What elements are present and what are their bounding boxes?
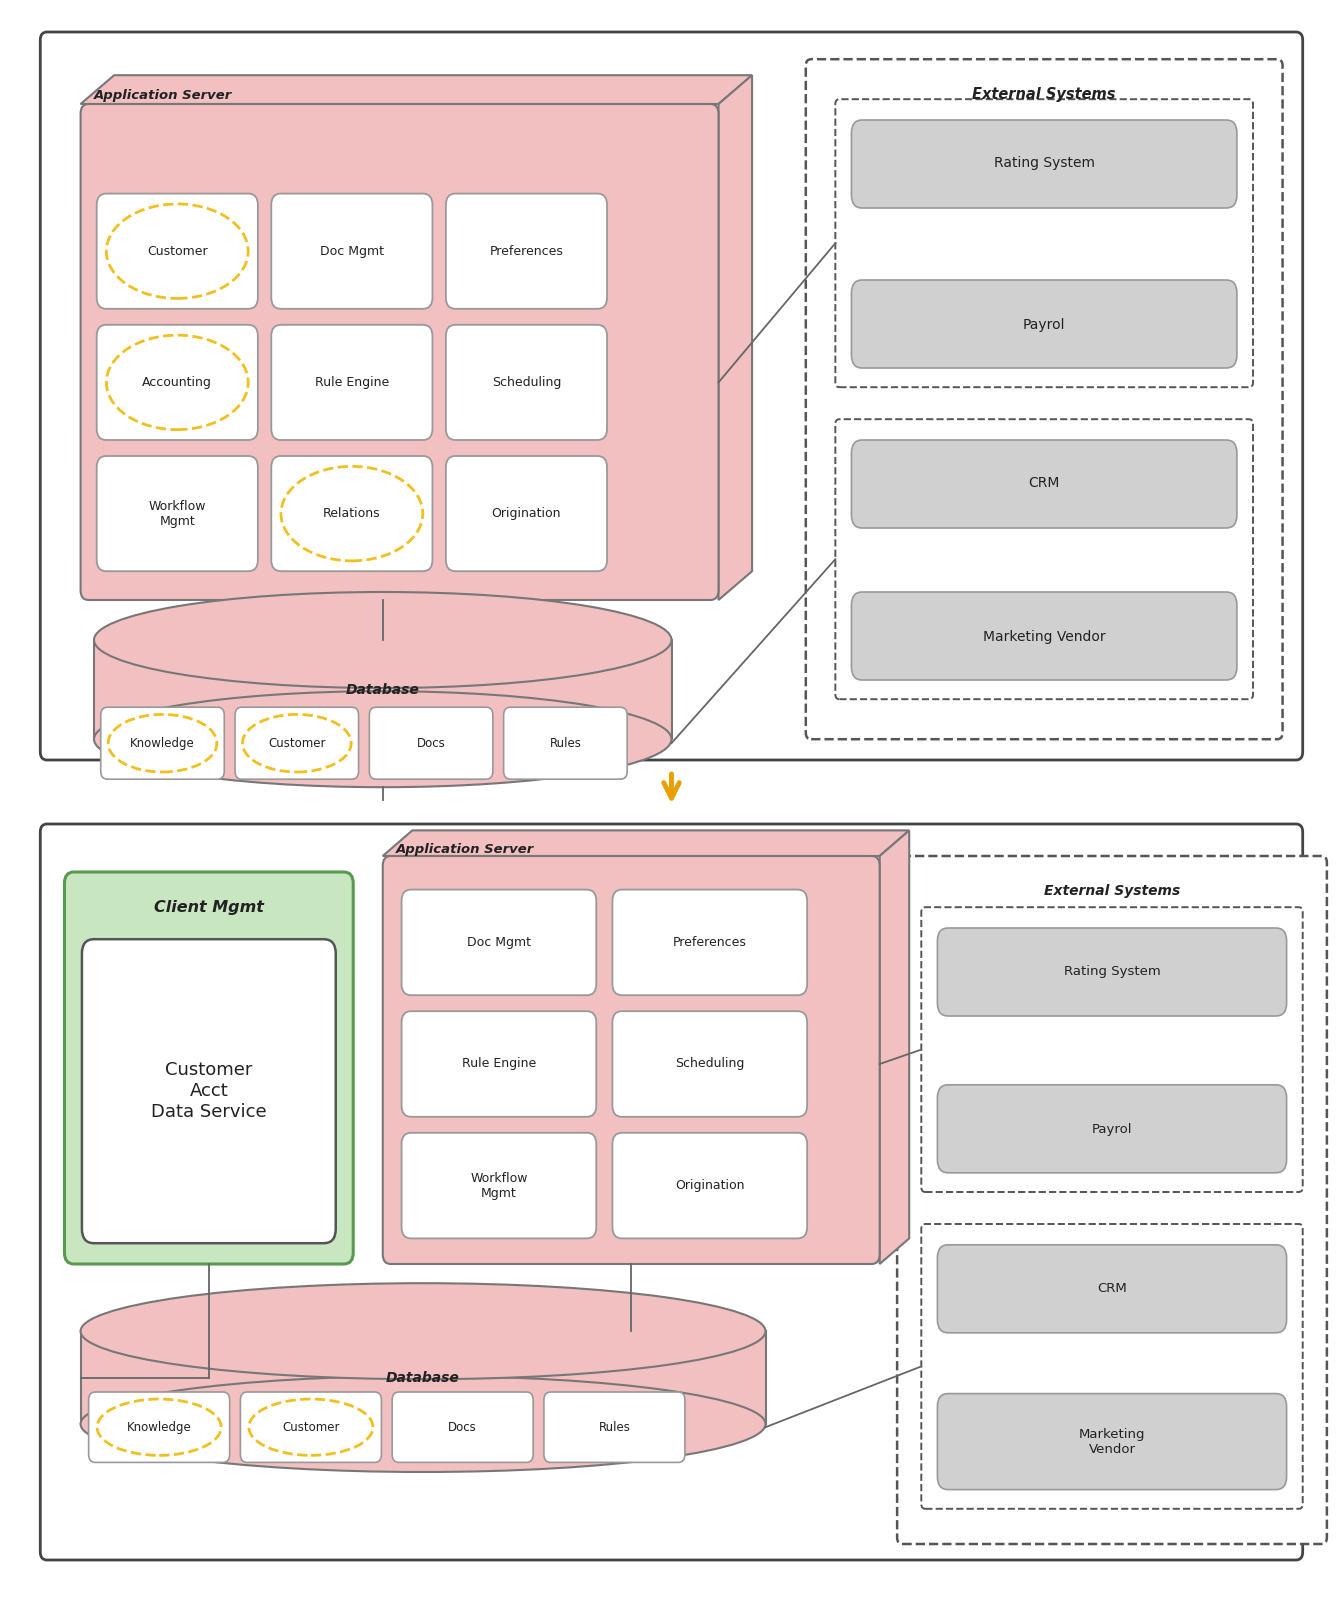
Text: Marketing
Vendor: Marketing Vendor bbox=[1078, 1427, 1146, 1456]
Text: Database: Database bbox=[387, 1371, 459, 1384]
Ellipse shape bbox=[81, 1283, 766, 1379]
Ellipse shape bbox=[94, 592, 672, 688]
FancyBboxPatch shape bbox=[271, 325, 432, 440]
Text: Relations: Relations bbox=[324, 507, 380, 520]
FancyBboxPatch shape bbox=[97, 456, 258, 571]
FancyBboxPatch shape bbox=[446, 456, 607, 571]
FancyBboxPatch shape bbox=[921, 907, 1303, 1192]
Text: Origination: Origination bbox=[676, 1179, 744, 1192]
FancyBboxPatch shape bbox=[504, 707, 627, 779]
FancyBboxPatch shape bbox=[937, 1085, 1287, 1173]
Text: Customer: Customer bbox=[282, 1421, 340, 1434]
FancyBboxPatch shape bbox=[851, 440, 1237, 528]
Text: Application Server: Application Server bbox=[94, 90, 232, 102]
FancyBboxPatch shape bbox=[101, 707, 224, 779]
Text: Marketing Vendor: Marketing Vendor bbox=[983, 630, 1105, 643]
Text: Rating System: Rating System bbox=[994, 157, 1095, 170]
Text: CRM: CRM bbox=[1097, 1282, 1127, 1294]
FancyBboxPatch shape bbox=[392, 1392, 533, 1462]
Text: Customer
Acct
Data Service: Customer Acct Data Service bbox=[150, 1061, 267, 1122]
Text: Rule Engine: Rule Engine bbox=[314, 376, 389, 389]
Text: Knowledge: Knowledge bbox=[126, 1421, 192, 1434]
Text: Application Server: Application Server bbox=[396, 843, 535, 856]
Polygon shape bbox=[719, 75, 752, 600]
Text: Docs: Docs bbox=[449, 1421, 477, 1434]
Polygon shape bbox=[383, 830, 909, 856]
Text: Rule Engine: Rule Engine bbox=[462, 1058, 536, 1070]
FancyBboxPatch shape bbox=[235, 707, 359, 779]
FancyBboxPatch shape bbox=[402, 1133, 596, 1238]
Text: Rating System: Rating System bbox=[1064, 965, 1160, 978]
Text: Docs: Docs bbox=[416, 736, 446, 750]
FancyBboxPatch shape bbox=[97, 325, 258, 440]
Ellipse shape bbox=[81, 1376, 766, 1472]
FancyBboxPatch shape bbox=[446, 325, 607, 440]
Text: Client Mgmt: Client Mgmt bbox=[154, 899, 263, 915]
Text: Workflow
Mgmt: Workflow Mgmt bbox=[149, 499, 205, 528]
FancyBboxPatch shape bbox=[40, 32, 1303, 760]
Text: Customer: Customer bbox=[146, 245, 208, 258]
Text: Database: Database bbox=[346, 683, 419, 696]
FancyBboxPatch shape bbox=[937, 1245, 1287, 1333]
FancyBboxPatch shape bbox=[402, 1011, 596, 1117]
Text: Payrol: Payrol bbox=[1023, 318, 1065, 331]
Text: Origination: Origination bbox=[492, 507, 561, 520]
Text: Scheduling: Scheduling bbox=[492, 376, 561, 389]
FancyBboxPatch shape bbox=[40, 824, 1303, 1560]
FancyBboxPatch shape bbox=[271, 194, 432, 309]
Ellipse shape bbox=[94, 691, 672, 787]
FancyBboxPatch shape bbox=[446, 194, 607, 309]
Text: Preferences: Preferences bbox=[489, 245, 564, 258]
Text: Customer: Customer bbox=[269, 736, 325, 750]
Text: External Systems: External Systems bbox=[972, 86, 1116, 102]
FancyBboxPatch shape bbox=[612, 890, 807, 995]
Text: Scheduling: Scheduling bbox=[676, 1058, 744, 1070]
FancyBboxPatch shape bbox=[835, 99, 1253, 387]
FancyBboxPatch shape bbox=[851, 280, 1237, 368]
FancyBboxPatch shape bbox=[369, 707, 493, 779]
Text: Accounting: Accounting bbox=[142, 376, 212, 389]
Bar bbox=[94, 640, 672, 739]
FancyBboxPatch shape bbox=[835, 419, 1253, 699]
Polygon shape bbox=[880, 830, 909, 1264]
Text: Rules: Rules bbox=[549, 736, 582, 750]
FancyBboxPatch shape bbox=[402, 890, 596, 995]
Text: Preferences: Preferences bbox=[673, 936, 747, 949]
FancyBboxPatch shape bbox=[89, 1392, 230, 1462]
Text: Rules: Rules bbox=[599, 1421, 630, 1434]
FancyBboxPatch shape bbox=[937, 1394, 1287, 1490]
FancyBboxPatch shape bbox=[64, 872, 353, 1264]
Text: Workflow
Mgmt: Workflow Mgmt bbox=[470, 1171, 528, 1200]
FancyBboxPatch shape bbox=[921, 1224, 1303, 1509]
FancyBboxPatch shape bbox=[240, 1392, 381, 1462]
FancyBboxPatch shape bbox=[383, 856, 880, 1264]
FancyBboxPatch shape bbox=[897, 856, 1327, 1544]
FancyBboxPatch shape bbox=[851, 120, 1237, 208]
Text: External Systems: External Systems bbox=[1044, 885, 1180, 898]
Text: CRM: CRM bbox=[1029, 477, 1060, 490]
FancyBboxPatch shape bbox=[97, 194, 258, 309]
Text: Doc Mgmt: Doc Mgmt bbox=[467, 936, 530, 949]
Polygon shape bbox=[81, 75, 752, 104]
FancyBboxPatch shape bbox=[937, 928, 1287, 1016]
FancyBboxPatch shape bbox=[612, 1011, 807, 1117]
Bar bbox=[81, 1331, 766, 1424]
Text: Payrol: Payrol bbox=[1092, 1123, 1132, 1136]
FancyBboxPatch shape bbox=[806, 59, 1283, 739]
FancyBboxPatch shape bbox=[612, 1133, 807, 1238]
Text: Knowledge: Knowledge bbox=[130, 736, 195, 750]
FancyBboxPatch shape bbox=[544, 1392, 685, 1462]
FancyBboxPatch shape bbox=[82, 939, 336, 1243]
FancyBboxPatch shape bbox=[271, 456, 432, 571]
Text: Doc Mgmt: Doc Mgmt bbox=[320, 245, 384, 258]
FancyBboxPatch shape bbox=[851, 592, 1237, 680]
FancyBboxPatch shape bbox=[81, 104, 719, 600]
